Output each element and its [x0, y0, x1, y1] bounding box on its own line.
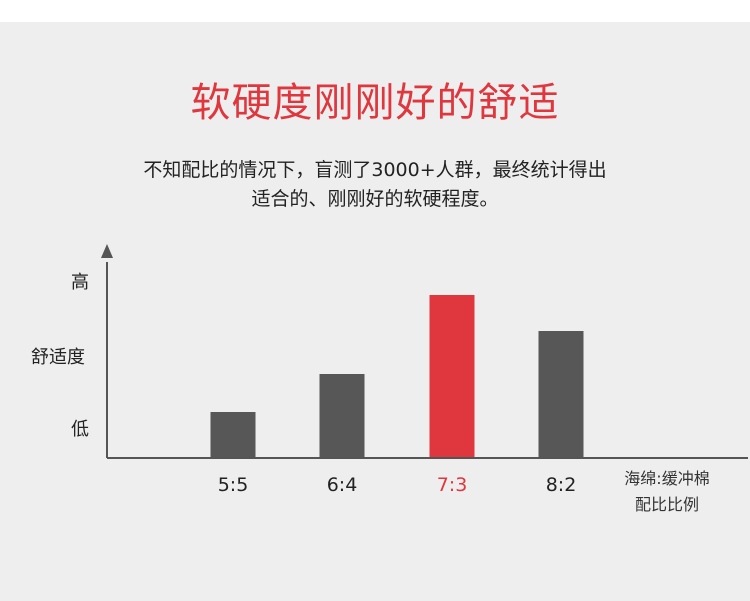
- bar-8-2: [538, 331, 584, 457]
- y-tick-high: 高: [71, 272, 89, 293]
- x-axis-unit-label: 海绵:缓冲棉 配比比例: [612, 466, 722, 518]
- bar-7-3: [429, 295, 475, 457]
- headline-rest: 的舒适: [436, 80, 560, 126]
- y-axis-arrow: [101, 244, 113, 258]
- description: 不知配比的情况下，盲测了3000+人群，最终统计得出 适合的、刚刚好的软硬程度。: [0, 156, 750, 214]
- description-line-2: 适合的、刚刚好的软硬程度。: [251, 188, 499, 210]
- headline-accent: 软硬度刚刚好: [190, 80, 437, 126]
- description-line-1: 不知配比的情况下，盲测了3000+人群，最终统计得出: [143, 159, 607, 181]
- bar-5-5: [210, 412, 256, 457]
- x-tick-label-7-3: 7:3: [436, 474, 468, 496]
- bars-group: [210, 295, 584, 457]
- comfort-bar-chart: [101, 244, 748, 459]
- y-axis-label: 舒适度: [31, 347, 85, 368]
- x-axis-unit-line-1: 海绵:缓冲棉: [624, 469, 710, 488]
- x-tick-label-8-2: 8:2: [545, 474, 577, 496]
- y-tick-low: 低: [71, 419, 89, 440]
- bar-6-4: [319, 374, 365, 457]
- x-tick-label-6-4: 6:4: [326, 474, 358, 496]
- x-axis-unit-line-2: 配比比例: [634, 495, 699, 514]
- page: 软硬度刚刚好的舒适 不知配比的情况下，盲测了3000+人群，最终统计得出 适合的…: [0, 22, 750, 601]
- headline: 软硬度刚刚好的舒适: [0, 78, 750, 128]
- x-tick-label-5-5: 5:5: [217, 474, 249, 496]
